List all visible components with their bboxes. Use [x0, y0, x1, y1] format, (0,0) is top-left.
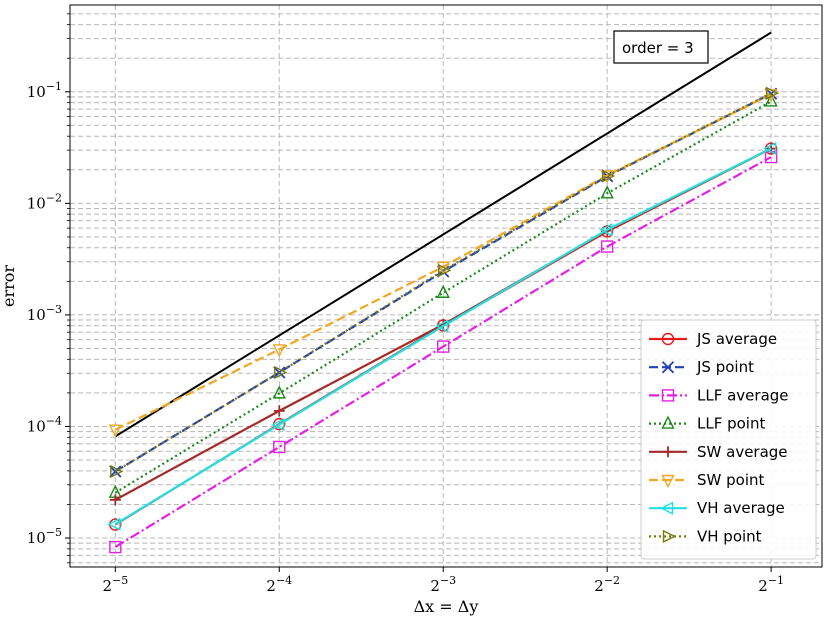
legend-label: JS average — [696, 330, 777, 348]
legend-entry: SW average — [649, 443, 788, 461]
legend-label: LLF average — [697, 386, 789, 404]
data-point-marker — [661, 474, 675, 489]
data-point-marker — [436, 261, 450, 275]
legend-label: SW point — [697, 471, 764, 489]
x-tick-label: 2−5 — [102, 574, 128, 595]
data-point-marker — [600, 240, 614, 253]
data-point-marker — [272, 344, 286, 358]
legend-entry: VH average — [649, 499, 785, 517]
data-point-marker — [659, 501, 674, 515]
legend-label: VH average — [697, 499, 785, 517]
x-tick-label: 2−1 — [758, 574, 784, 595]
y-tick-label: 10−2 — [27, 191, 62, 212]
data-point-marker — [271, 417, 285, 432]
series-vh-point — [110, 86, 780, 479]
legend-box — [640, 319, 817, 560]
annotation: order = 3 — [613, 30, 709, 64]
series-vh-average — [107, 141, 777, 531]
data-point-marker — [108, 424, 122, 438]
data-point-marker — [661, 361, 675, 374]
y-axis-label: error — [0, 265, 18, 307]
data-point-marker — [662, 529, 677, 544]
legend-label: LLF point — [697, 415, 765, 433]
data-point-marker — [437, 340, 450, 353]
data-point-marker — [662, 446, 674, 458]
series-line — [114, 92, 772, 473]
data-point-marker — [599, 223, 613, 237]
legend-label: JS point — [696, 358, 754, 376]
data-point-marker — [661, 389, 675, 402]
data-point-marker — [273, 405, 285, 417]
y-tick-label: 10−3 — [27, 303, 62, 324]
data-point-marker — [601, 169, 616, 183]
series-line — [114, 147, 772, 526]
reference-line-group — [114, 31, 772, 438]
data-point-marker — [110, 464, 124, 479]
legend-entry: JS average — [649, 330, 777, 348]
y-tick-label: 10−5 — [27, 526, 62, 547]
x-tick-label: 2−3 — [430, 574, 456, 595]
data-point-marker — [109, 494, 121, 506]
x-tick-label: 2−4 — [266, 574, 292, 595]
annotation-box — [613, 30, 709, 64]
y-tick-label: 10−1 — [27, 80, 62, 101]
series-group — [107, 86, 780, 554]
annotation-text: order = 3 — [622, 39, 694, 57]
data-point-marker — [661, 332, 675, 346]
data-point-marker — [107, 517, 121, 531]
data-point-marker — [274, 365, 288, 380]
x-axis-label: Δx = Δy — [414, 597, 479, 616]
x-tick-label: 2−2 — [594, 574, 620, 595]
data-point-marker — [109, 465, 122, 478]
legend-entry: LLF average — [649, 386, 789, 404]
data-point-marker — [764, 93, 778, 107]
data-point-marker — [765, 86, 780, 100]
legend-label: VH point — [697, 527, 762, 545]
reference-line — [114, 31, 772, 438]
data-point-marker — [763, 141, 777, 156]
legend: JS average JS point LLF average LLF point SW… — [640, 319, 817, 560]
legend-entry: SW point — [649, 471, 764, 489]
ticks: 2−5 2−4 2−3 2−2 2−1 10−5 10−4 10−3 10−2 10−1 — [27, 13, 784, 595]
legend-entry: VH point — [649, 527, 762, 545]
y-tick-label: 10−4 — [27, 414, 62, 435]
series-line — [114, 156, 772, 548]
data-point-marker — [600, 185, 614, 199]
data-point-marker — [273, 440, 286, 454]
plot-frame — [69, 4, 823, 568]
data-point-marker — [272, 385, 286, 399]
data-point-marker — [435, 319, 449, 333]
data-point-marker — [438, 263, 452, 278]
legend-label: SW average — [697, 443, 788, 461]
legend-entry: LLF point — [649, 415, 765, 433]
data-point-marker — [661, 415, 675, 429]
data-point-marker — [109, 540, 122, 554]
data-point-marker — [436, 284, 450, 298]
legend-entry: JS point — [649, 358, 754, 376]
